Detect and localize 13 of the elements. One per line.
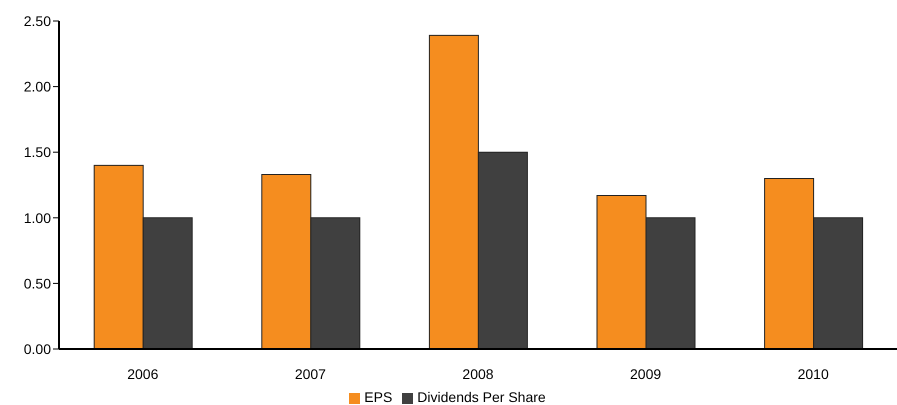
y-tick-label: 1.50	[24, 144, 52, 160]
y-tick-label: 0.50	[24, 275, 52, 292]
x-tick-label: 2006	[127, 366, 159, 382]
x-tick-label: 2008	[462, 366, 494, 382]
x-tick-label: 2010	[798, 366, 829, 382]
y-tick-label: 0.00	[24, 340, 52, 357]
legend-label: Dividends Per Share	[417, 389, 546, 405]
y-tick-label: 2.00	[24, 78, 52, 95]
y-tick-label: 1.00	[24, 210, 52, 226]
x-tick-label: 2009	[630, 366, 662, 382]
y-tick-label: 2.50	[24, 12, 52, 29]
x-tick-label: 2007	[294, 366, 326, 382]
legend-label: EPS	[364, 389, 392, 405]
